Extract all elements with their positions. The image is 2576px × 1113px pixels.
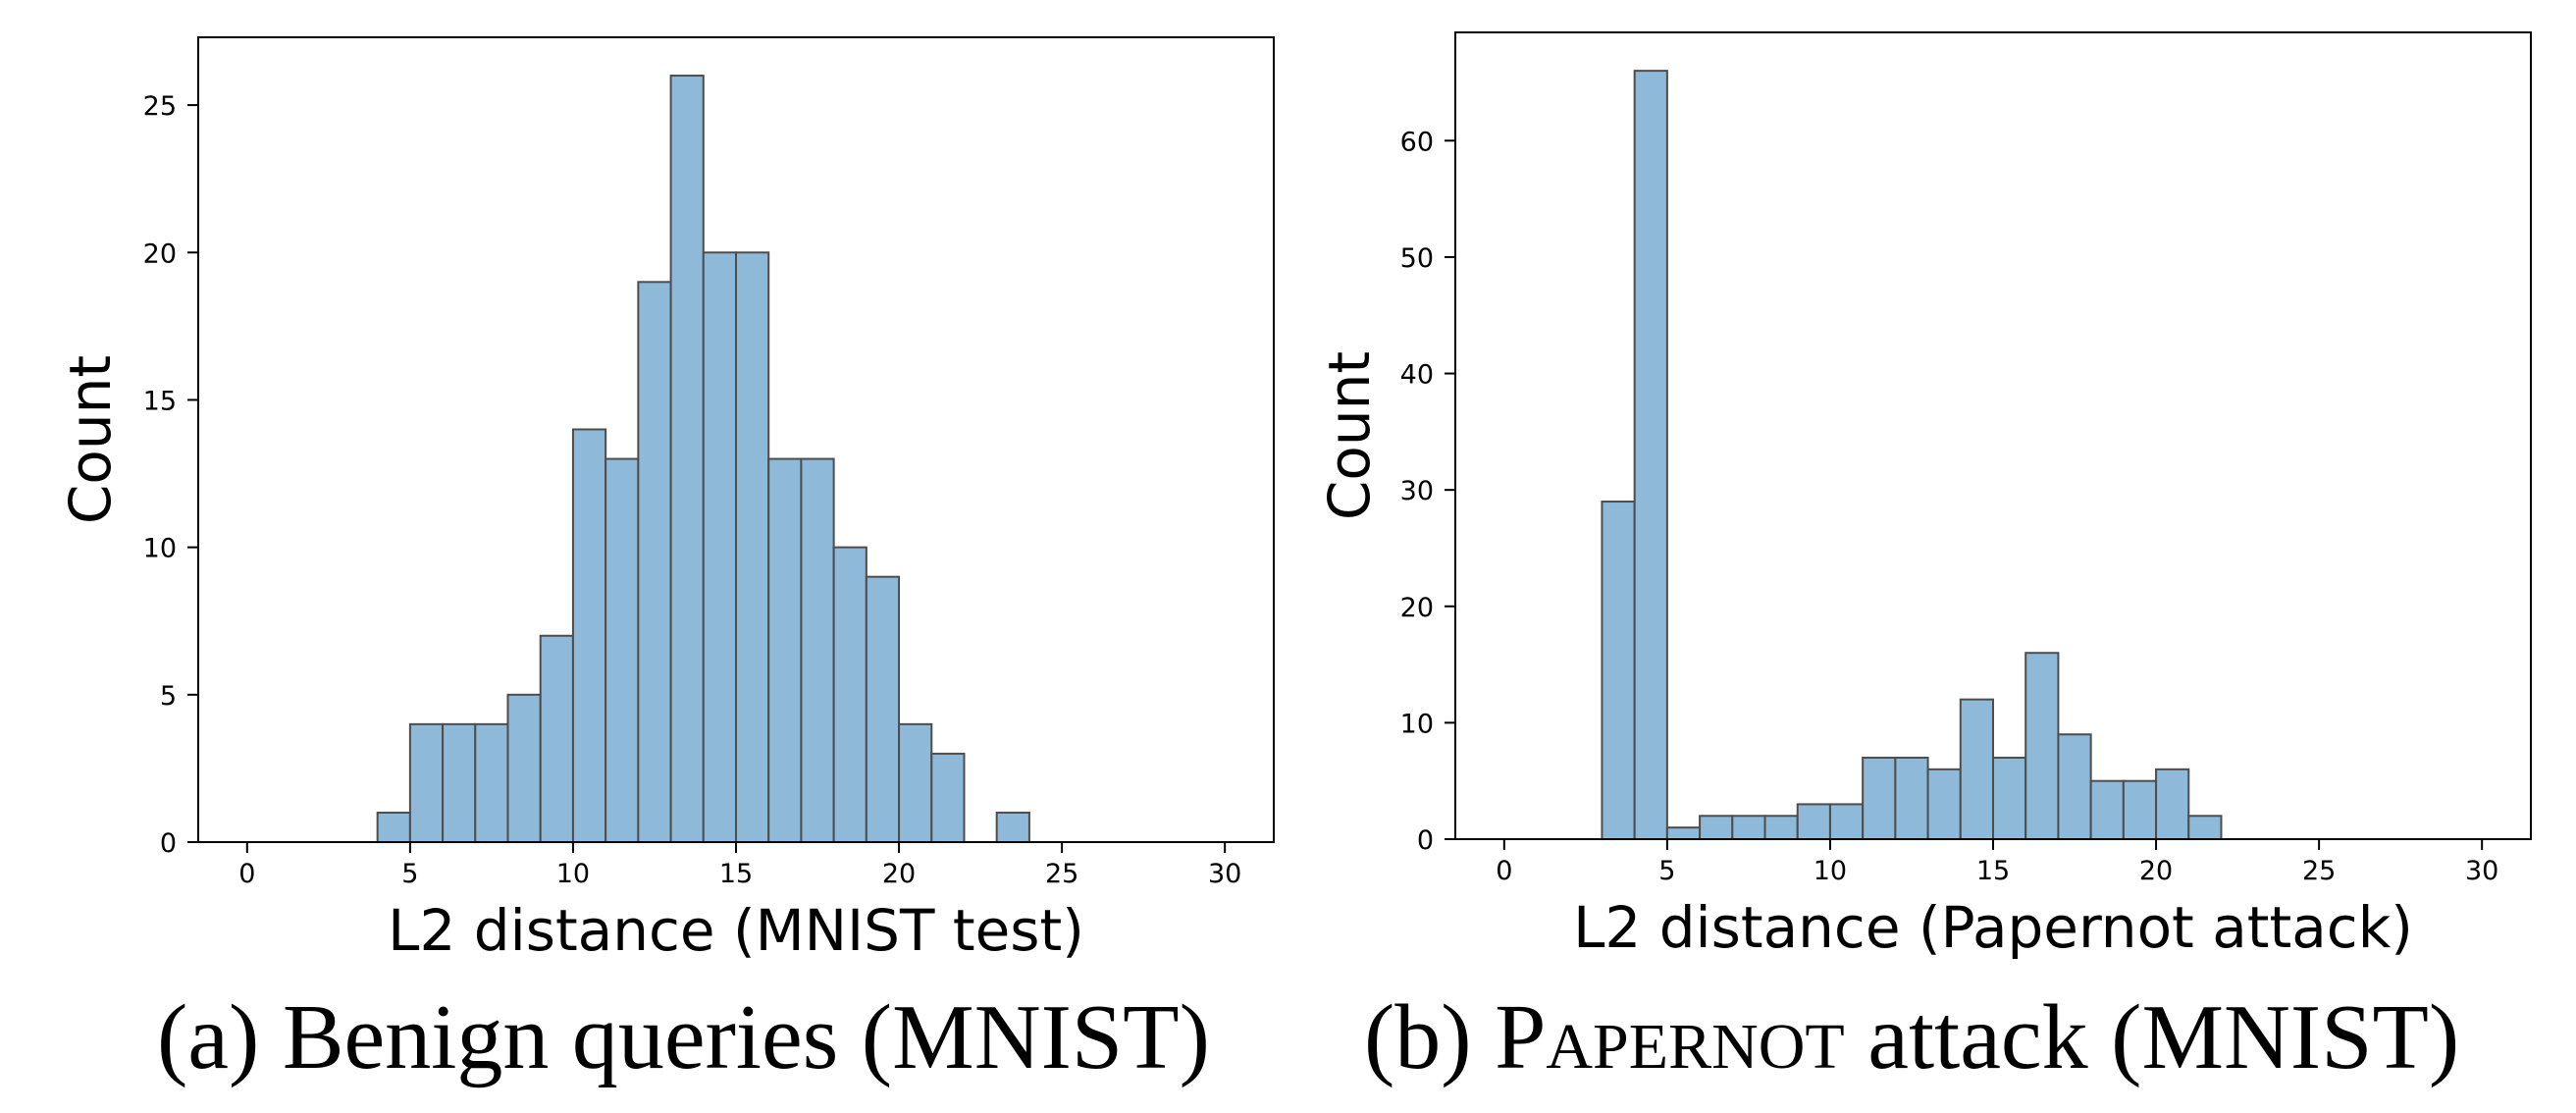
histogram-panel-benign: 0 5 10 15 20 25 30 0 5 10 15 20 25 L2 distance (MNIST…: [57, 36, 1275, 964]
x-tick-label-b-4: 20: [2139, 856, 2173, 886]
x-tick-label-b-6: 30: [2465, 856, 2498, 886]
histogram-bar-a-10: [702, 251, 738, 843]
histogram-bar-b-11: [1959, 698, 1994, 841]
histogram-bar-a-17: [930, 752, 966, 844]
y-tick-label-b-3: 30: [1400, 476, 1434, 506]
x-tick-label-b-1: 5: [1658, 856, 1675, 886]
y-tick-label-a-0: 0: [160, 828, 177, 859]
histogram-bar-b-10: [1926, 768, 1962, 841]
histogram-bar-a-5: [539, 634, 574, 843]
y-tick-label-a-1: 5: [160, 681, 177, 712]
histogram-bar-a-9: [669, 75, 705, 844]
y-tick-label-a-2: 10: [143, 534, 177, 564]
x-axis-label-b: L2 distance (Papernot attack): [1573, 894, 2413, 961]
x-tick-label-b-5: 25: [2302, 856, 2336, 886]
histogram-bar-b-12: [1992, 756, 2027, 841]
histogram-bar-b-0: [1601, 501, 1636, 840]
histogram-bar-b-15: [2089, 779, 2125, 840]
histogram-bar-a-2: [442, 722, 477, 843]
caption-a: (a) Benign queries (MNIST): [157, 991, 1210, 1084]
x-tick-label-b-0: 0: [1496, 856, 1512, 886]
caption-b: (b) Papernot attack (MNIST): [1364, 991, 2459, 1084]
y-tick-label-a-5: 25: [143, 91, 177, 122]
y-tick-label-b-4: 40: [1400, 360, 1434, 391]
histogram-bar-b-1: [1633, 70, 1668, 840]
x-tick-label-a-0: 0: [238, 859, 255, 889]
caption-b-smallcaps: apernot: [1546, 986, 1845, 1088]
histogram-bar-b-5: [1763, 815, 1799, 840]
histogram-bar-b-2: [1665, 826, 1702, 841]
y-tick-label-a-3: 15: [143, 386, 177, 416]
histogram-bar-a-11: [735, 251, 770, 843]
histogram-bar-b-14: [2057, 733, 2092, 841]
x-tick-label-a-1: 5: [401, 859, 418, 889]
histogram-bar-a-1: [408, 722, 445, 843]
histogram-bar-b-16: [2122, 779, 2158, 840]
histogram-bar-b-9: [1894, 756, 1929, 841]
x-tick-label-a-4: 20: [882, 859, 916, 889]
histogram-bar-b-8: [1862, 756, 1897, 841]
x-axis-label-a: L2 distance (MNIST test): [388, 897, 1084, 964]
histogram-bar-a-15: [865, 575, 901, 844]
x-tick-label-a-2: 10: [556, 859, 590, 889]
histogram-bar-a-7: [605, 457, 640, 843]
y-axis-label-a: Count: [57, 355, 124, 524]
y-tick-label-b-1: 10: [1400, 709, 1434, 739]
histogram-bar-a-16: [898, 722, 933, 843]
histogram-bar-b-7: [1828, 803, 1865, 841]
histogram-bar-b-6: [1796, 803, 1831, 841]
x-tick-label-b-3: 15: [1976, 856, 2010, 886]
histogram-bar-b-3: [1699, 815, 1734, 840]
caption-b-suffix: attack (MNIST): [1844, 986, 2460, 1088]
y-tick-label-b-2: 20: [1400, 593, 1434, 623]
histogram-bar-a-14: [832, 546, 867, 844]
histogram-bar-b-4: [1731, 815, 1766, 840]
histogram-bar-b-13: [2024, 652, 2060, 840]
histogram-bar-b-18: [2187, 815, 2223, 840]
histogram-bar-a-6: [571, 428, 607, 843]
caption-a-text: (a) Benign queries (MNIST): [157, 986, 1210, 1088]
x-tick-label-a-6: 30: [1208, 859, 1241, 889]
caption-b-prefix: (b) P: [1364, 986, 1547, 1088]
y-tick-label-b-5: 50: [1400, 243, 1434, 274]
histogram-bar-a-12: [767, 457, 803, 843]
y-tick-label-a-4: 20: [143, 238, 177, 269]
histogram-bar-a-13: [800, 457, 835, 843]
histogram-bar-a-8: [637, 281, 672, 843]
histogram-bar-a-0: [376, 811, 411, 844]
histogram-bar-a-4: [506, 693, 542, 843]
y-axis-label-b: Count: [1316, 351, 1383, 520]
x-tick-label-b-2: 10: [1814, 856, 1847, 886]
histogram-bar-a-18: [995, 811, 1030, 844]
x-tick-label-a-5: 25: [1045, 859, 1078, 889]
histogram-panel-papernot: 0 5 10 15 20 25 30 0 10 20 30 40 50 60 L2 distance (Pa…: [1316, 31, 2532, 961]
x-tick-label-a-3: 15: [719, 859, 753, 889]
histogram-bar-b-17: [2155, 768, 2190, 841]
y-tick-label-b-0: 0: [1417, 825, 1434, 856]
y-tick-label-b-6: 60: [1400, 127, 1434, 157]
histogram-bar-a-3: [474, 722, 509, 843]
